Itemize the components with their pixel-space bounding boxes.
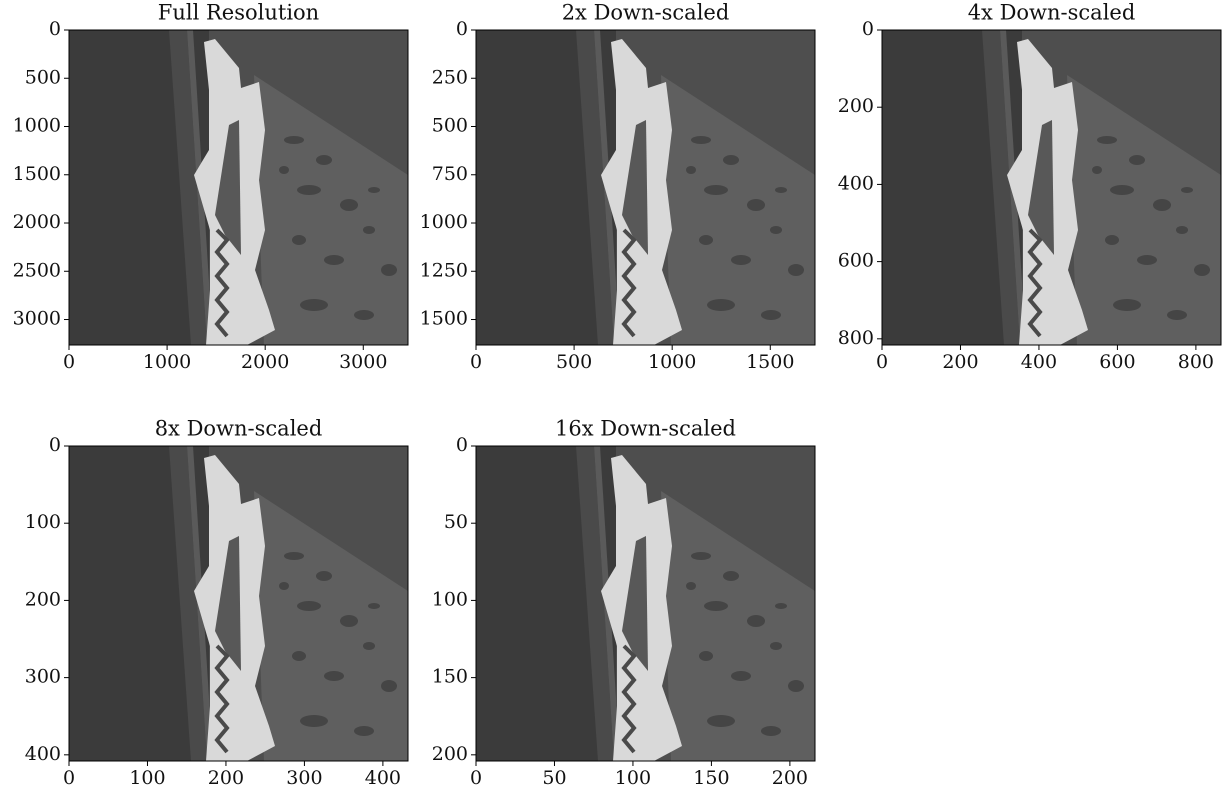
- image: [474, 28, 817, 347]
- y-tick-label: 100: [432, 588, 468, 610]
- x-tick-label: 200: [208, 767, 244, 789]
- x-tick-label: 0: [470, 351, 482, 373]
- x-tick-label: 500: [556, 351, 592, 373]
- y-tick-label: 200: [432, 743, 468, 765]
- y-tick-label: 1000: [13, 115, 61, 137]
- panel-title: 2x Down-scaled: [562, 1, 730, 25]
- x-tick-label: 400: [365, 767, 401, 789]
- y-tick-label: 1250: [420, 259, 468, 281]
- x-tick-label: 200: [942, 351, 978, 373]
- y-tick-label: 400: [838, 172, 874, 194]
- y-tick-label: 2500: [13, 259, 61, 281]
- x-tick-label: 1000: [648, 351, 696, 373]
- panel-title: 8x Down-scaled: [155, 417, 323, 441]
- axes-frame: [68, 445, 409, 762]
- panel-title: 16x Down-scaled: [555, 417, 736, 441]
- x-tick-label: 1000: [143, 351, 191, 373]
- x-tick-label: 0: [470, 767, 482, 789]
- y-tick-label: 300: [25, 666, 61, 688]
- y-tick-label: 2000: [13, 211, 61, 233]
- y-tick-label: 800: [838, 327, 874, 349]
- y-tick-label: 0: [456, 18, 468, 40]
- y-tick-label: 0: [49, 434, 61, 456]
- x-tick-label: 200: [772, 767, 808, 789]
- y-tick-label: 50: [444, 511, 468, 533]
- y-tick-label: 1500: [13, 163, 61, 185]
- x-tick-label: 800: [1178, 351, 1214, 373]
- x-tick-label: 0: [63, 351, 75, 373]
- x-tick-label: 150: [693, 767, 729, 789]
- image: [474, 444, 817, 763]
- axes-frame: [68, 29, 409, 346]
- y-tick-label: 400: [25, 743, 61, 765]
- x-tick-label: 0: [63, 767, 75, 789]
- axes-frame: [475, 445, 816, 762]
- y-tick-label: 0: [49, 18, 61, 40]
- x-tick-label: 1500: [746, 351, 794, 373]
- x-tick-label: 600: [1099, 351, 1135, 373]
- y-tick-label: 600: [838, 250, 874, 272]
- x-tick-label: 400: [1021, 351, 1057, 373]
- x-tick-label: 100: [129, 767, 165, 789]
- image: [880, 28, 1223, 347]
- x-tick-label: 300: [286, 767, 322, 789]
- y-tick-label: 0: [456, 434, 468, 456]
- x-tick-label: 100: [615, 767, 651, 789]
- x-tick-label: 3000: [339, 351, 387, 373]
- y-tick-label: 0: [862, 18, 874, 40]
- image: [67, 444, 410, 763]
- axes-frame: [881, 29, 1222, 346]
- y-tick-label: 1500: [420, 308, 468, 330]
- panel-title: 4x Down-scaled: [968, 1, 1136, 25]
- y-tick-label: 200: [25, 588, 61, 610]
- y-tick-label: 500: [25, 66, 61, 88]
- image: [67, 28, 410, 347]
- y-tick-label: 3000: [13, 308, 61, 330]
- y-tick-label: 750: [432, 163, 468, 185]
- y-tick-label: 150: [432, 666, 468, 688]
- y-tick-label: 200: [838, 95, 874, 117]
- x-tick-label: 2000: [241, 351, 289, 373]
- panel-title: Full Resolution: [158, 1, 319, 25]
- axes-frame: [475, 29, 816, 346]
- y-tick-label: 1000: [420, 211, 468, 233]
- x-tick-label: 0: [876, 351, 888, 373]
- y-tick-label: 100: [25, 511, 61, 533]
- x-tick-label: 50: [542, 767, 566, 789]
- y-tick-label: 250: [432, 66, 468, 88]
- y-tick-label: 500: [432, 115, 468, 137]
